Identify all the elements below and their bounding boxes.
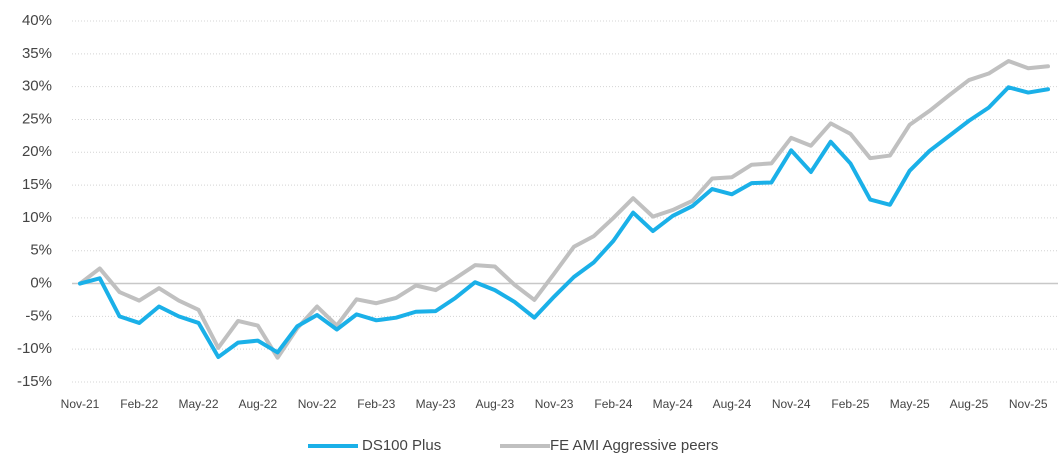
- x-tick-label: Nov-23: [535, 397, 574, 411]
- series-line: [78, 59, 1050, 360]
- x-tick-label: May-25: [890, 397, 930, 411]
- y-tick-label: 5%: [30, 242, 52, 259]
- y-tick-label: 30%: [22, 78, 52, 95]
- y-tick-label: 10%: [22, 209, 52, 226]
- x-tick-label: May-24: [653, 397, 693, 411]
- y-tick-label: 25%: [22, 110, 52, 127]
- x-tick-label: Aug-22: [238, 397, 277, 411]
- y-tick-label: 40%: [22, 12, 52, 29]
- legend-label: FE AMI Aggressive peers: [550, 437, 718, 454]
- y-tick-label: 0%: [30, 275, 52, 292]
- legend-label: DS100 Plus: [362, 437, 441, 454]
- x-tick-label: Aug-23: [476, 397, 515, 411]
- y-tick-label: 15%: [22, 176, 52, 193]
- y-tick-label: -10%: [17, 340, 52, 357]
- x-tick-label: Feb-24: [594, 397, 632, 411]
- x-tick-label: Feb-22: [120, 397, 158, 411]
- x-tick-label: Feb-23: [357, 397, 395, 411]
- x-tick-label: Nov-22: [298, 397, 337, 411]
- x-tick-label: May-23: [416, 397, 456, 411]
- x-tick-label: Aug-24: [713, 397, 752, 411]
- y-tick-label: -15%: [17, 373, 52, 390]
- x-tick-label: Nov-21: [61, 397, 100, 411]
- series-line: [78, 85, 1050, 360]
- x-tick-label: Nov-25: [1009, 397, 1048, 411]
- y-tick-label: -5%: [25, 307, 52, 324]
- y-tick-label: 35%: [22, 45, 52, 62]
- x-tick-label: Nov-24: [772, 397, 811, 411]
- x-tick-label: May-22: [179, 397, 219, 411]
- x-tick-label: Feb-25: [831, 397, 869, 411]
- y-tick-label: 20%: [22, 143, 52, 160]
- x-tick-label: Aug-25: [950, 397, 989, 411]
